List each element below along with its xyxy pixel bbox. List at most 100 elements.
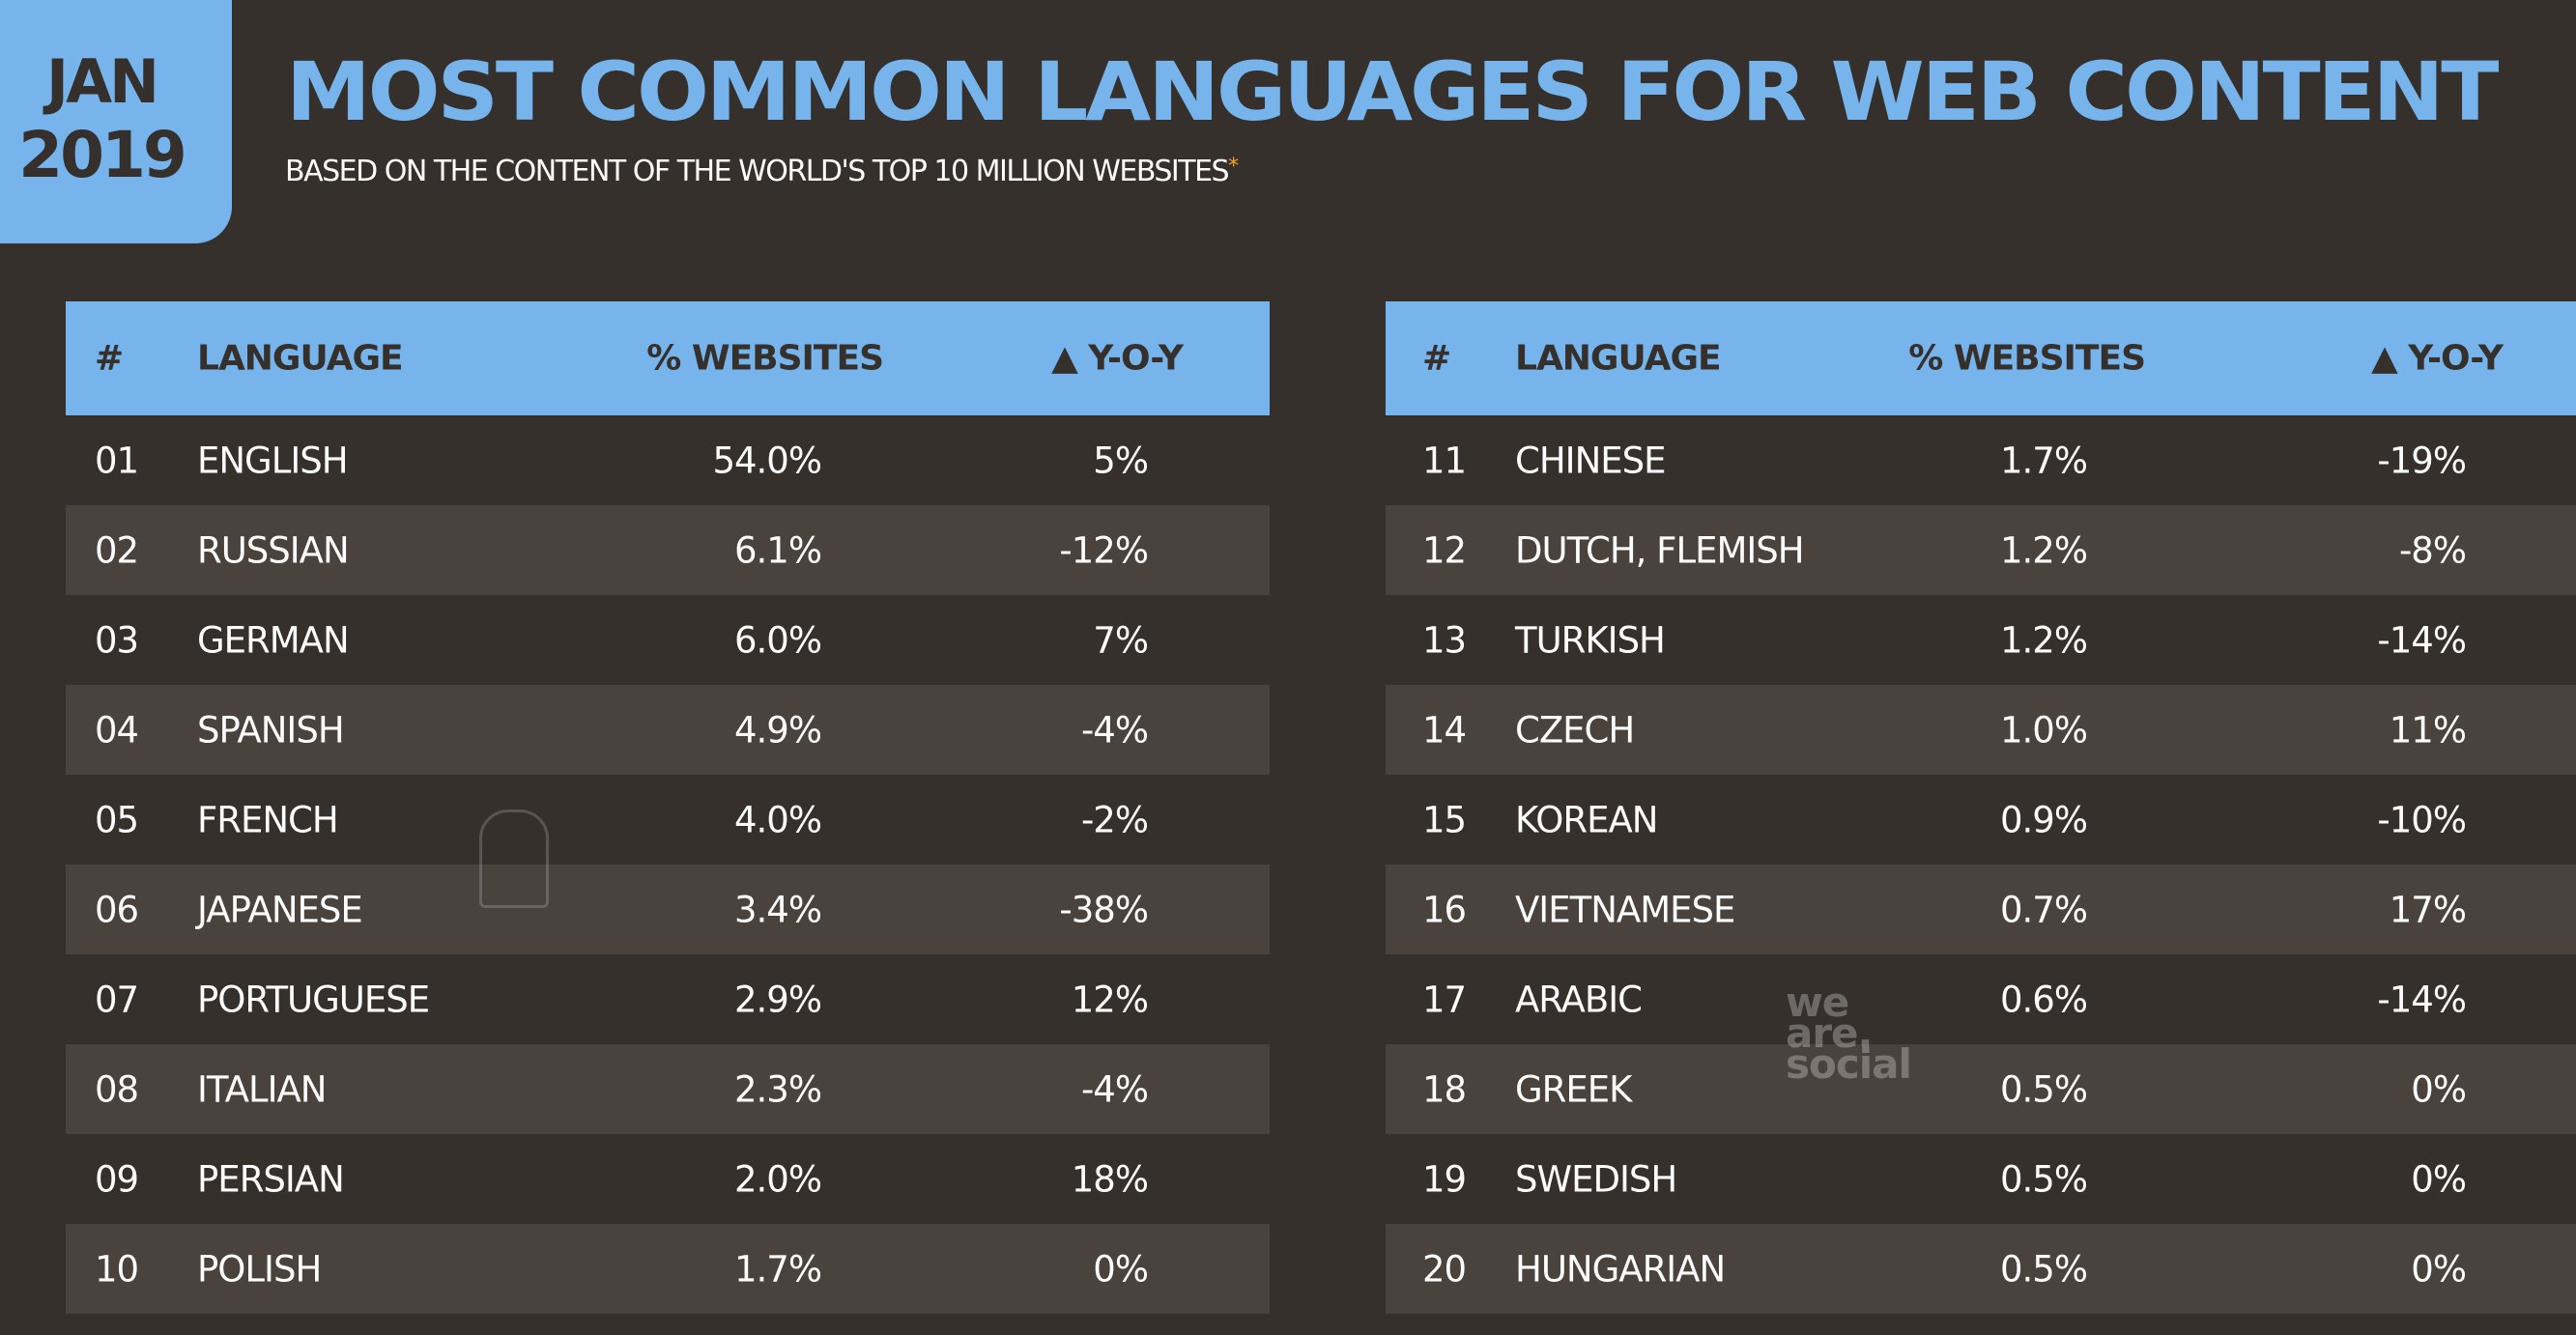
cell-yoy-change: -4% bbox=[1080, 1068, 1149, 1110]
cell-yoy-change: 12% bbox=[1071, 979, 1149, 1020]
cell-yoy-change: -14% bbox=[2377, 619, 2467, 661]
cell-yoy-change: -4% bbox=[1080, 709, 1149, 751]
table-row: 14 CZECH 1.0% 11% bbox=[1386, 685, 2576, 775]
cell-yoy-change: 11% bbox=[2389, 709, 2467, 751]
cell-rank: 10 bbox=[95, 1248, 139, 1290]
table-row: 20 HUNGARIAN 0.5% 0% bbox=[1386, 1224, 2576, 1314]
we-are-social-watermark: we are. social bbox=[1786, 979, 1912, 1088]
table-row: 10 POLISH 1.7% 0% bbox=[66, 1224, 1270, 1314]
cell-pct-websites: 1.7% bbox=[734, 1248, 822, 1290]
cell-pct-websites: 54.0% bbox=[712, 440, 822, 481]
cell-yoy-change: 5% bbox=[1093, 440, 1149, 481]
cell-language: VIETNAMESE bbox=[1515, 889, 1735, 930]
cell-language: ITALIAN bbox=[197, 1068, 327, 1110]
cell-pct-websites: 6.0% bbox=[734, 619, 822, 661]
footnote-marker: * bbox=[1228, 155, 1239, 179]
cell-pct-websites: 0.7% bbox=[2000, 889, 2088, 930]
cell-rank: 08 bbox=[95, 1068, 139, 1110]
cell-pct-websites: 1.2% bbox=[2000, 529, 2088, 571]
cell-language: HUNGARIAN bbox=[1515, 1248, 1726, 1290]
header-language: LANGUAGE bbox=[1515, 338, 1722, 379]
cell-rank: 01 bbox=[95, 440, 139, 481]
cell-language: SPANISH bbox=[197, 709, 345, 751]
table-row: 06 JAPANESE 3.4% -38% bbox=[66, 865, 1270, 954]
table-row: 19 SWEDISH 0.5% 0% bbox=[1386, 1134, 2576, 1224]
languages-table-left: # LANGUAGE % WEBSITES ▲ Y-O-Y 01 ENGLISH 5… bbox=[66, 301, 1270, 1314]
table-row: 11 CHINESE 1.7% -19% bbox=[1386, 415, 2576, 505]
cell-pct-websites: 1.0% bbox=[2000, 709, 2088, 751]
table-row: 08 ITALIAN 2.3% -4% bbox=[66, 1044, 1270, 1134]
languages-table-right: # LANGUAGE % WEBSITES ▲ Y-O-Y 11 CHINESE 1… bbox=[1386, 301, 2576, 1314]
cell-yoy-change: 18% bbox=[1071, 1158, 1149, 1200]
cell-rank: 18 bbox=[1422, 1068, 1467, 1110]
cell-rank: 17 bbox=[1422, 979, 1467, 1020]
cell-yoy-change: 0% bbox=[2411, 1068, 2467, 1110]
cell-pct-websites: 2.3% bbox=[734, 1068, 822, 1110]
table-header: # LANGUAGE % WEBSITES ▲ Y-O-Y bbox=[1386, 301, 2576, 415]
header-pct: % WEBSITES bbox=[1908, 338, 2146, 379]
cell-pct-websites: 0.9% bbox=[2000, 799, 2088, 840]
table-row: 05 FRENCH 4.0% -2% bbox=[66, 775, 1270, 865]
table-row: 01 ENGLISH 54.0% 5% bbox=[66, 415, 1270, 505]
cell-rank: 04 bbox=[95, 709, 139, 751]
cell-language: GERMAN bbox=[197, 619, 350, 661]
cell-yoy-change: 7% bbox=[1093, 619, 1149, 661]
cell-pct-websites: 1.7% bbox=[2000, 440, 2088, 481]
hootsuite-owl-icon bbox=[479, 810, 549, 908]
cell-yoy-change: 17% bbox=[2389, 889, 2467, 930]
cell-language: ENGLISH bbox=[197, 440, 349, 481]
cell-rank: 09 bbox=[95, 1158, 139, 1200]
cell-language: KOREAN bbox=[1515, 799, 1658, 840]
cell-yoy-change: -19% bbox=[2377, 440, 2467, 481]
header-num: # bbox=[1422, 338, 1451, 379]
cell-rank: 12 bbox=[1422, 529, 1467, 571]
cell-rank: 11 bbox=[1422, 440, 1467, 481]
cell-yoy-change: -8% bbox=[2398, 529, 2467, 571]
header-num: # bbox=[95, 338, 124, 379]
cell-pct-websites: 1.2% bbox=[2000, 619, 2088, 661]
cell-language: JAPANESE bbox=[197, 889, 363, 930]
date-month: JAN bbox=[46, 46, 159, 117]
cell-rank: 19 bbox=[1422, 1158, 1467, 1200]
cell-pct-websites: 0.5% bbox=[2000, 1068, 2088, 1110]
cell-yoy-change: -12% bbox=[1059, 529, 1149, 571]
watermark-line: are. bbox=[1786, 1009, 1873, 1057]
cell-language: POLISH bbox=[197, 1248, 322, 1290]
header-pct: % WEBSITES bbox=[646, 338, 884, 379]
table-row: 18 GREEK 0.5% 0% bbox=[1386, 1044, 2576, 1134]
table-row: 09 PERSIAN 2.0% 18% bbox=[66, 1134, 1270, 1224]
header-yoy: ▲ Y-O-Y bbox=[1051, 338, 1184, 379]
cell-yoy-change: -14% bbox=[2377, 979, 2467, 1020]
header-language: LANGUAGE bbox=[197, 338, 404, 379]
date-year: 2019 bbox=[18, 118, 187, 192]
cell-rank: 13 bbox=[1422, 619, 1467, 661]
cell-pct-websites: 4.9% bbox=[734, 709, 822, 751]
cell-rank: 05 bbox=[95, 799, 139, 840]
cell-language: RUSSIAN bbox=[197, 529, 350, 571]
table-row: 13 TURKISH 1.2% -14% bbox=[1386, 595, 2576, 685]
cell-pct-websites: 0.6% bbox=[2000, 979, 2088, 1020]
cell-yoy-change: 0% bbox=[2411, 1248, 2467, 1290]
watermark-line: we bbox=[1786, 979, 1849, 1026]
table-row: 12 DUTCH, FLEMISH 1.2% -8% bbox=[1386, 505, 2576, 595]
cell-language: SWEDISH bbox=[1515, 1158, 1677, 1200]
cell-pct-websites: 0.5% bbox=[2000, 1248, 2088, 1290]
cell-language: ARABIC bbox=[1515, 979, 1643, 1020]
cell-pct-websites: 6.1% bbox=[734, 529, 822, 571]
table-row: 04 SPANISH 4.9% -4% bbox=[66, 685, 1270, 775]
header-yoy: ▲ Y-O-Y bbox=[2371, 338, 2504, 379]
cell-pct-websites: 3.4% bbox=[734, 889, 822, 930]
cell-yoy-change: -38% bbox=[1059, 889, 1149, 930]
table-row: 15 KOREAN 0.9% -10% bbox=[1386, 775, 2576, 865]
cell-pct-websites: 2.9% bbox=[734, 979, 822, 1020]
cell-rank: 02 bbox=[95, 529, 139, 571]
cell-language: FRENCH bbox=[197, 799, 339, 840]
cell-yoy-change: 0% bbox=[1093, 1248, 1149, 1290]
cell-language: GREEK bbox=[1515, 1068, 1632, 1110]
watermark-line: social bbox=[1786, 1040, 1912, 1088]
page-title: MOST COMMON LANGUAGES FOR WEB CONTENT bbox=[286, 44, 2499, 139]
cell-pct-websites: 4.0% bbox=[734, 799, 822, 840]
cell-rank: 07 bbox=[95, 979, 139, 1020]
table-header: # LANGUAGE % WEBSITES ▲ Y-O-Y bbox=[66, 301, 1270, 415]
cell-rank: 16 bbox=[1422, 889, 1467, 930]
